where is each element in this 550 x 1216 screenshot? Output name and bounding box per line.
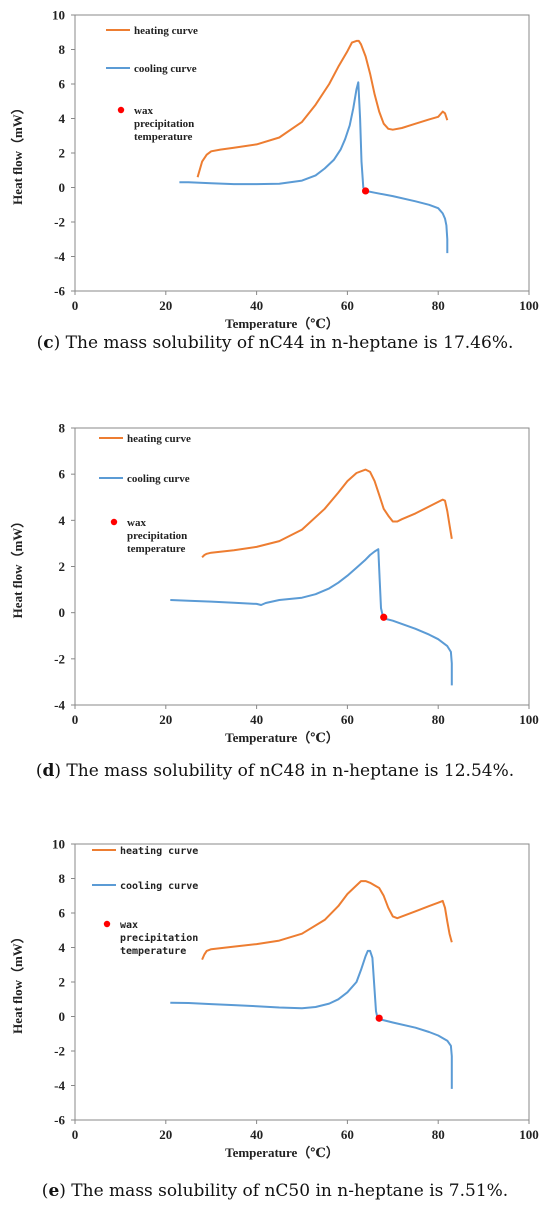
x-axis-label: Temperature（℃） bbox=[225, 1145, 339, 1160]
legend-heating-label: heating curve bbox=[120, 845, 198, 857]
y-tick-label: 6 bbox=[59, 77, 66, 92]
x-tick-label: 100 bbox=[519, 712, 539, 727]
y-tick-label: 4 bbox=[59, 940, 66, 955]
chart-panel-d: -4 -2 0 2 4 6 8 0 20 40 60 80 100 Temperature（℃） Heat … bbox=[0, 412, 550, 792]
chart-panel-e: -6 -4 -2 0 2 4 6 8 10 0 20 40 60 80 100 Temperature（℃） H… bbox=[0, 830, 550, 1216]
y-tick-label: 8 bbox=[59, 421, 66, 436]
y-tick-label: 2 bbox=[59, 975, 66, 990]
legend-marker-label: temperature bbox=[127, 543, 186, 555]
plot-frame bbox=[74, 14, 530, 292]
plot-frame bbox=[74, 427, 530, 706]
y-tick-label: 0 bbox=[59, 180, 66, 195]
caption-letter: e bbox=[48, 1181, 60, 1201]
legend-heating-label: heating curve bbox=[127, 433, 191, 445]
y-tick-label: -2 bbox=[54, 651, 65, 666]
y-tick-label: -2 bbox=[54, 215, 65, 230]
y-tick-label: 8 bbox=[59, 871, 66, 886]
heating-curve-line bbox=[201, 880, 453, 961]
heating-curve-line bbox=[196, 39, 449, 178]
caption-text: The mass solubility of nC44 in n-heptane… bbox=[60, 333, 514, 353]
y-axis-label: Heat flow（mW） bbox=[10, 515, 25, 619]
x-tick-label: 60 bbox=[341, 712, 354, 727]
x-tick-label: 20 bbox=[159, 712, 172, 727]
x-axis-label: Temperature（℃） bbox=[225, 316, 339, 330]
y-tick-label: -6 bbox=[54, 1113, 65, 1128]
y-tick-label: -6 bbox=[54, 284, 65, 299]
y-tick-label: 0 bbox=[59, 1009, 66, 1024]
legend-heating-label: heating curve bbox=[134, 25, 198, 37]
legend-marker-label: precipitation bbox=[120, 932, 198, 944]
cooling-curve-line bbox=[170, 548, 453, 686]
legend-marker-label: wax bbox=[134, 105, 153, 117]
legend-marker-swatch bbox=[110, 518, 118, 526]
legend-marker-label: wax bbox=[127, 517, 146, 529]
x-tick-label: 20 bbox=[159, 1127, 172, 1142]
heating-curve-line bbox=[201, 468, 453, 559]
caption-letter: d bbox=[42, 761, 55, 781]
x-axis-label: Temperature（℃） bbox=[225, 730, 339, 745]
y-tick-label: 4 bbox=[59, 111, 66, 126]
x-tick-label: 0 bbox=[72, 712, 79, 727]
x-tick-label: 20 bbox=[159, 298, 172, 313]
y-axis-label: Heat flow（mW） bbox=[10, 930, 25, 1034]
y-tick-label: -4 bbox=[54, 249, 65, 264]
y-tick-label: 10 bbox=[52, 837, 65, 852]
y-tick-label: -4 bbox=[54, 1078, 65, 1093]
y-tick-label: 2 bbox=[59, 559, 66, 574]
x-tick-label: 40 bbox=[250, 712, 263, 727]
x-tick-label: 100 bbox=[519, 1127, 539, 1142]
legend-marker-label: precipitation bbox=[134, 118, 194, 130]
caption-c: (c) The mass solubility of nC44 in n-hep… bbox=[36, 333, 514, 353]
x-tick-label: 40 bbox=[250, 298, 263, 313]
y-tick-label: 2 bbox=[59, 146, 66, 161]
legend-marker-label: precipitation bbox=[127, 530, 187, 542]
legend-cooling-label: cooling curve bbox=[120, 880, 198, 892]
legend-cooling-label: cooling curve bbox=[134, 63, 197, 75]
legend-marker-swatch bbox=[117, 106, 125, 114]
x-tick-label: 80 bbox=[432, 1127, 445, 1142]
cooling-curve-line bbox=[170, 949, 453, 1089]
y-tick-label: 10 bbox=[52, 8, 65, 23]
legend-cooling-label: cooling curve bbox=[127, 473, 190, 485]
legend-marker-label: wax bbox=[120, 920, 138, 931]
wax-precipitation-point bbox=[375, 1014, 383, 1022]
caption-text: The mass solubility of nC48 in n-heptane… bbox=[61, 761, 515, 781]
cooling-curve-line bbox=[179, 81, 449, 254]
y-tick-label: 6 bbox=[59, 906, 66, 921]
x-tick-label: 100 bbox=[519, 298, 539, 313]
legend-marker-label: temperature bbox=[120, 946, 186, 957]
legend-marker-swatch bbox=[103, 920, 111, 928]
x-tick-label: 60 bbox=[341, 1127, 354, 1142]
y-tick-label: -2 bbox=[54, 1044, 65, 1059]
x-tick-label: 80 bbox=[432, 298, 445, 313]
y-tick-label: -4 bbox=[54, 698, 65, 713]
caption-d: (d) The mass solubility of nC48 in n-hep… bbox=[35, 761, 515, 781]
x-tick-label: 60 bbox=[341, 298, 354, 313]
y-tick-label: 4 bbox=[59, 513, 66, 528]
wax-precipitation-point bbox=[361, 187, 370, 195]
y-tick-label: 0 bbox=[59, 605, 66, 620]
caption-text: The mass solubility of nC50 in n-heptane… bbox=[65, 1181, 509, 1201]
x-tick-label: 0 bbox=[72, 298, 79, 313]
x-tick-label: 0 bbox=[72, 1127, 79, 1142]
wax-precipitation-point bbox=[380, 613, 388, 621]
y-tick-label: 6 bbox=[59, 467, 66, 482]
caption-letter: c bbox=[43, 333, 54, 353]
x-tick-label: 40 bbox=[250, 1127, 263, 1142]
x-tick-label: 80 bbox=[432, 712, 445, 727]
y-axis-label: Heat flow（mW） bbox=[10, 101, 25, 205]
legend-marker-label: temperature bbox=[134, 131, 193, 143]
caption-e: (e) The mass solubility of nC50 in n-hep… bbox=[41, 1181, 509, 1201]
y-tick-label: 8 bbox=[59, 42, 66, 57]
chart-panel-c: -6 -4 -2 0 2 4 6 8 10 0 20 40 60 80 100 Temperature（℃） H… bbox=[0, 0, 550, 360]
